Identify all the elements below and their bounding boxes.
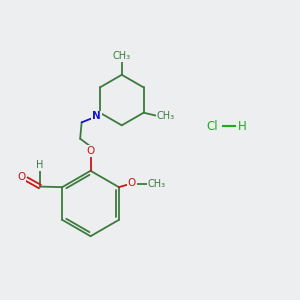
Text: CH₃: CH₃: [147, 178, 165, 189]
Text: CH₃: CH₃: [157, 111, 175, 121]
Text: H: H: [238, 120, 247, 133]
Text: O: O: [17, 172, 25, 182]
Text: N: N: [92, 111, 101, 122]
Text: Cl: Cl: [207, 120, 218, 133]
Text: O: O: [128, 178, 136, 188]
Text: H: H: [36, 160, 43, 170]
Text: O: O: [86, 146, 95, 156]
Text: CH₃: CH₃: [113, 51, 131, 62]
